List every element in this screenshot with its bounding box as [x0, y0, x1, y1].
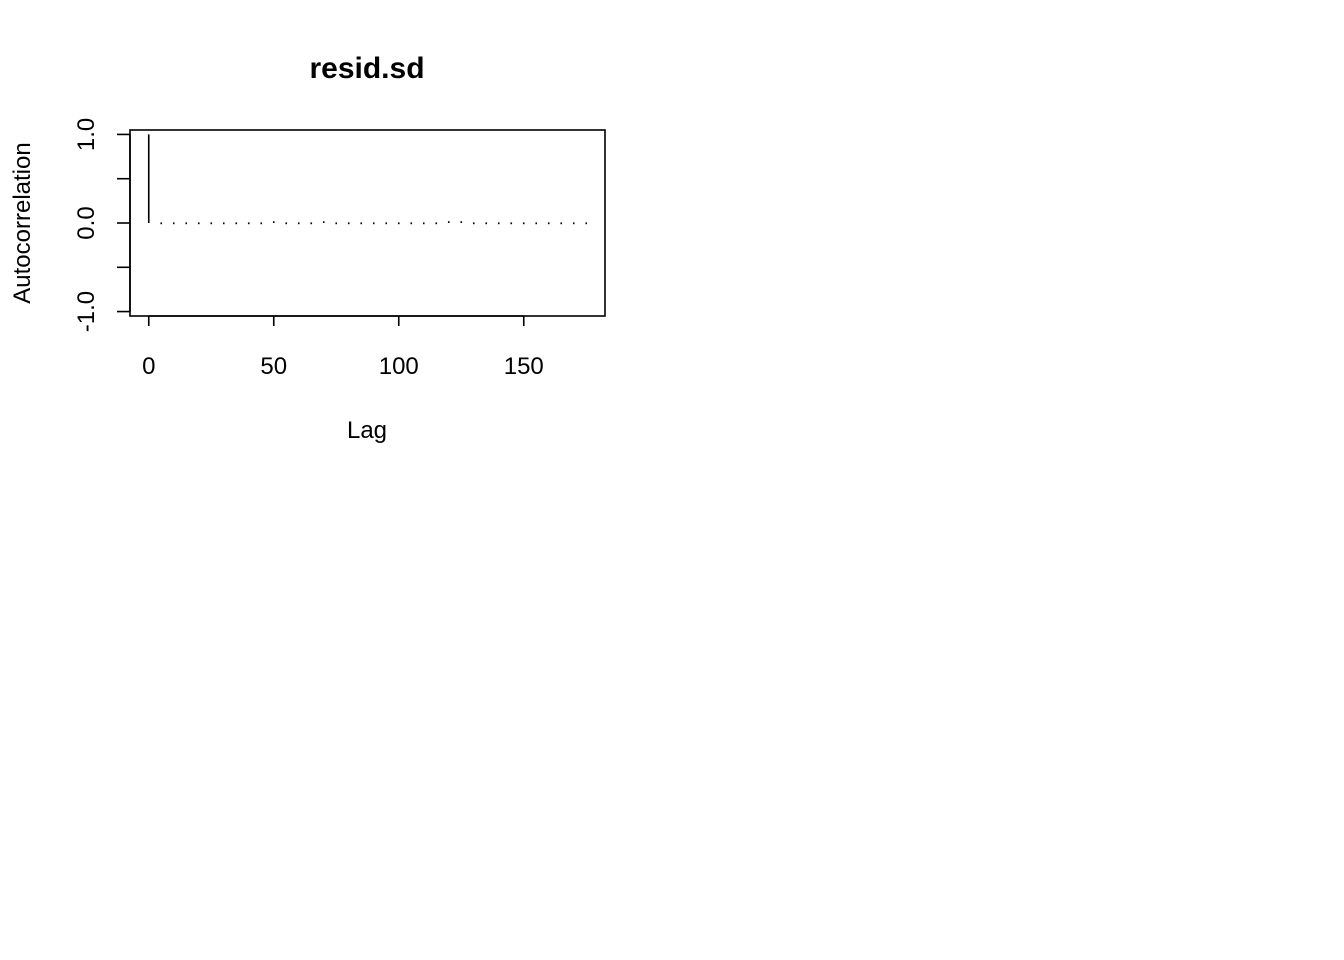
x-tick-label: 50 [260, 353, 287, 380]
x-axis-title: Lag [347, 417, 387, 444]
y-axis: -1.0 0.0 1.0 [73, 118, 131, 332]
plot-frame [129, 129, 606, 317]
y-tick-label: -1.0 [73, 291, 100, 332]
x-axis: 0 50 100 150 [142, 315, 544, 380]
y-tick-label: 1.0 [73, 118, 100, 151]
y-axis-title: Autocorrelation [9, 142, 36, 303]
x-tick-label: 100 [379, 353, 419, 380]
x-tick-label: 0 [142, 353, 155, 380]
chart-title: resid.sd [309, 52, 424, 85]
x-tick-label: 150 [504, 353, 544, 380]
acf-bars [147, 134, 588, 225]
y-tick-label: 0.0 [73, 206, 100, 239]
